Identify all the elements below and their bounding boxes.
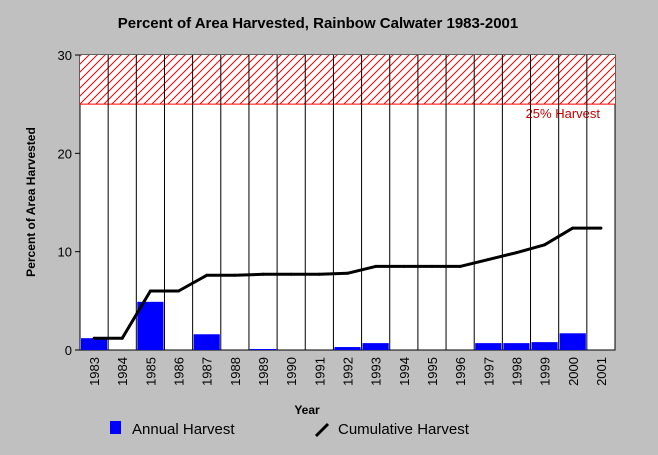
x-tick-label: 1986 bbox=[172, 357, 187, 386]
legend-label-cumulative: Cumulative Harvest bbox=[338, 421, 470, 438]
point-cumulative-harvest bbox=[599, 226, 603, 230]
x-tick-label: 1983 bbox=[87, 357, 102, 386]
point-cumulative-harvest bbox=[430, 264, 434, 268]
bar-annual-harvest bbox=[503, 343, 530, 350]
legend-swatch-cumulative bbox=[314, 422, 330, 438]
point-cumulative-harvest bbox=[458, 264, 462, 268]
point-cumulative-harvest bbox=[402, 264, 406, 268]
y-tick-label: 0 bbox=[65, 343, 72, 358]
x-tick-label: 1995 bbox=[425, 357, 440, 386]
annual-harvest-bars bbox=[81, 301, 586, 350]
x-tick-label: 1992 bbox=[341, 357, 356, 386]
x-tick-label: 1987 bbox=[200, 357, 215, 386]
point-cumulative-harvest bbox=[543, 243, 547, 247]
point-cumulative-harvest bbox=[317, 272, 321, 276]
x-tick-label: 1998 bbox=[509, 357, 524, 386]
x-tick-label: 2001 bbox=[594, 357, 609, 386]
y-tick-label: 20 bbox=[58, 146, 72, 161]
x-axis-ticks: 1983 1984 1985 1986 1987 1988 1989 1990 1991 1992… bbox=[87, 357, 609, 386]
point-cumulative-harvest bbox=[514, 251, 518, 255]
x-tick-label: 1994 bbox=[397, 357, 412, 386]
point-cumulative-harvest bbox=[205, 273, 209, 277]
point-cumulative-harvest bbox=[571, 226, 575, 230]
bar-annual-harvest bbox=[531, 342, 558, 350]
x-tick-label: 1999 bbox=[538, 357, 553, 386]
x-tick-label: 1990 bbox=[284, 357, 299, 386]
bar-annual-harvest bbox=[362, 343, 389, 350]
point-cumulative-harvest bbox=[346, 271, 349, 275]
y-tick-label: 30 bbox=[58, 48, 72, 63]
y-axis-ticks: 0 10 20 30 bbox=[58, 48, 80, 358]
threshold-label: 25% Harvest bbox=[526, 106, 601, 121]
point-cumulative-harvest bbox=[177, 289, 181, 293]
point-cumulative-harvest bbox=[148, 289, 152, 293]
point-cumulative-harvest bbox=[233, 273, 237, 277]
x-tick-label: 1988 bbox=[228, 357, 243, 386]
point-cumulative-harvest bbox=[374, 264, 378, 268]
point-cumulative-harvest bbox=[92, 336, 96, 340]
x-tick-label: 1989 bbox=[256, 357, 271, 386]
legend-swatch-annual bbox=[110, 421, 121, 434]
x-tick-label: 1996 bbox=[453, 357, 468, 386]
point-cumulative-harvest bbox=[289, 272, 293, 276]
x-tick-label: 1984 bbox=[115, 357, 130, 386]
bar-annual-harvest bbox=[193, 334, 220, 350]
bar-annual-harvest bbox=[81, 338, 108, 350]
x-axis-title: Year bbox=[294, 403, 320, 417]
x-tick-label: 2000 bbox=[566, 357, 581, 386]
cumulative-harvest-series bbox=[92, 226, 603, 340]
x-tick-label: 1993 bbox=[369, 357, 384, 386]
legend-label-annual: Annual Harvest bbox=[132, 421, 235, 438]
y-axis-title: Percent of Area Harvested bbox=[24, 127, 38, 277]
gridlines bbox=[107, 55, 588, 350]
bar-annual-harvest bbox=[334, 347, 361, 350]
bar-annual-harvest bbox=[137, 301, 164, 350]
x-tick-label: 1991 bbox=[312, 357, 327, 386]
chart-title: Percent of Area Harvested, Rainbow Calwa… bbox=[118, 15, 518, 32]
y-tick-label: 10 bbox=[58, 245, 72, 260]
legend: Annual Harvest Cumulative Harvest bbox=[110, 421, 470, 438]
bar-annual-harvest bbox=[249, 349, 277, 350]
point-cumulative-harvest bbox=[261, 272, 265, 276]
point-cumulative-harvest bbox=[120, 336, 124, 340]
point-cumulative-harvest bbox=[486, 258, 490, 262]
x-tick-label: 1985 bbox=[143, 357, 158, 386]
bar-annual-harvest bbox=[475, 343, 502, 350]
x-tick-label: 1997 bbox=[481, 357, 496, 386]
bar-annual-harvest bbox=[559, 333, 586, 350]
threshold-band bbox=[80, 55, 615, 105]
